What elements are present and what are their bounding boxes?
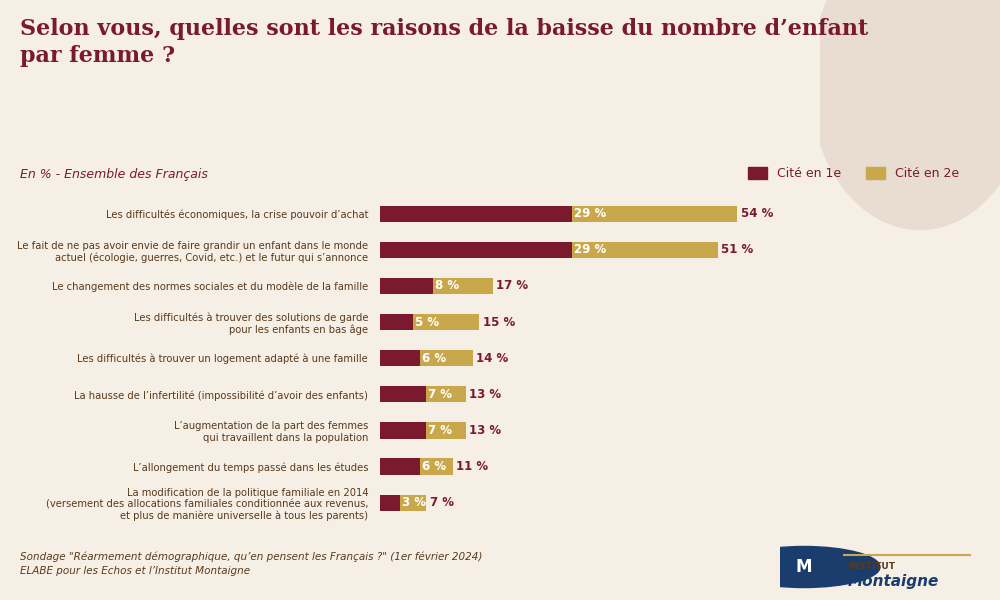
- Bar: [380, 422, 466, 439]
- Bar: [380, 242, 718, 258]
- Text: 8 %: 8 %: [435, 280, 459, 292]
- Text: M: M: [796, 558, 812, 576]
- Bar: [380, 314, 479, 330]
- Text: 7 %: 7 %: [430, 496, 454, 509]
- Legend: Cité en 1e, Cité en 2e: Cité en 1e, Cité en 2e: [743, 162, 964, 185]
- Text: INSTITUT: INSTITUT: [848, 562, 895, 571]
- Bar: [380, 494, 426, 511]
- Bar: [380, 422, 426, 439]
- Text: 7 %: 7 %: [428, 424, 452, 437]
- Text: 15 %: 15 %: [483, 316, 515, 329]
- Bar: [380, 386, 426, 403]
- Text: 11 %: 11 %: [456, 460, 488, 473]
- Bar: [380, 494, 400, 511]
- Text: 13 %: 13 %: [469, 424, 501, 437]
- Text: 6 %: 6 %: [422, 460, 446, 473]
- Text: 51 %: 51 %: [721, 244, 753, 256]
- Text: 29 %: 29 %: [574, 207, 606, 220]
- Bar: [380, 458, 420, 475]
- Text: 7 %: 7 %: [428, 388, 452, 401]
- Text: Montaigne: Montaigne: [848, 574, 939, 589]
- Text: 17 %: 17 %: [496, 280, 528, 292]
- Bar: [380, 242, 572, 258]
- Bar: [380, 350, 420, 367]
- Bar: [380, 386, 466, 403]
- Text: 5 %: 5 %: [415, 316, 439, 329]
- Circle shape: [728, 547, 880, 587]
- Text: 6 %: 6 %: [422, 352, 446, 365]
- Bar: [380, 278, 433, 294]
- Bar: [380, 206, 737, 222]
- Text: 14 %: 14 %: [476, 352, 508, 365]
- Circle shape: [810, 0, 1000, 229]
- Text: Selon vous, quelles sont les raisons de la baisse du nombre d’enfant
par femme ?: Selon vous, quelles sont les raisons de …: [20, 18, 868, 67]
- Bar: [380, 278, 492, 294]
- Bar: [380, 350, 473, 367]
- Bar: [380, 206, 572, 222]
- Text: 29 %: 29 %: [574, 244, 606, 256]
- Bar: [380, 458, 453, 475]
- Text: 54 %: 54 %: [741, 207, 773, 220]
- Text: En % - Ensemble des Français: En % - Ensemble des Français: [20, 168, 208, 181]
- Text: 13 %: 13 %: [469, 388, 501, 401]
- Bar: [380, 314, 413, 330]
- Text: 3 %: 3 %: [402, 496, 426, 509]
- Text: Sondage "Réarmement démographique, qu’en pensent les Français ?" (1er février 20: Sondage "Réarmement démographique, qu’en…: [20, 551, 482, 576]
